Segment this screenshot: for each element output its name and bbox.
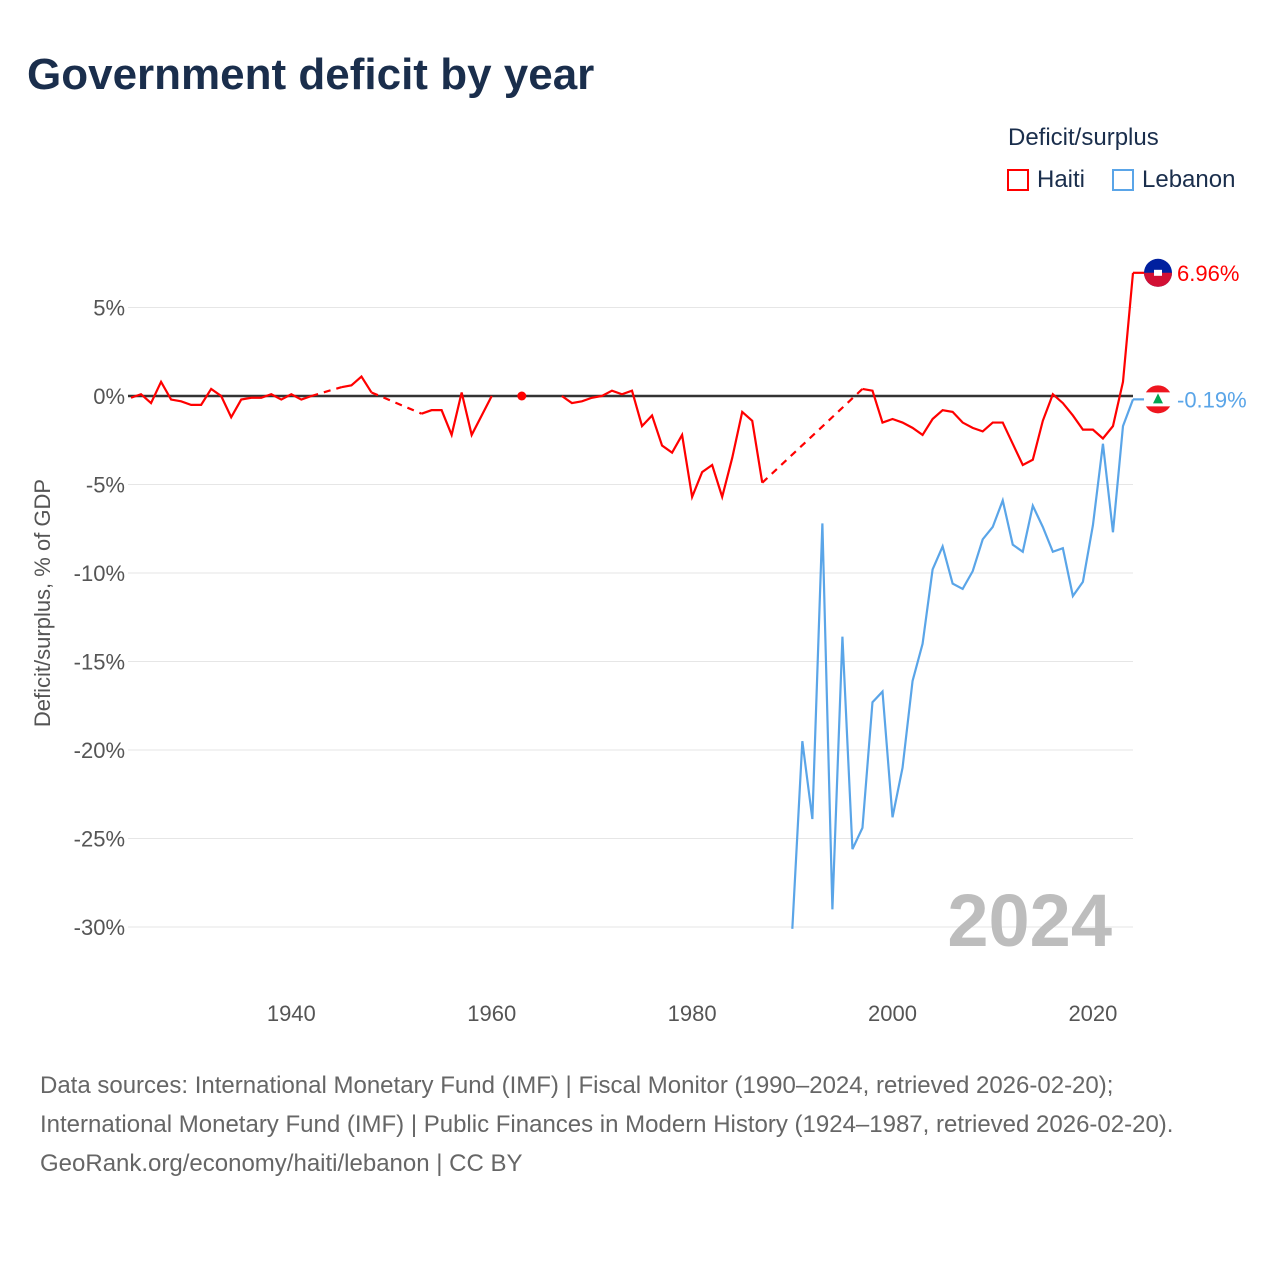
y-tick-label: -25% <box>74 827 125 852</box>
legend-title: Deficit/surplus <box>1008 124 1159 151</box>
x-tick-label: 1980 <box>668 1001 717 1026</box>
series-line-lebanon <box>791 398 1135 929</box>
end-label-haiti: 6.96% <box>1177 261 1239 286</box>
haiti-flag-emblem <box>1154 269 1162 276</box>
legend-item-haiti[interactable]: Haiti <box>1007 166 1085 194</box>
haiti-flag-red <box>1144 272 1172 287</box>
x-tick-label: 2000 <box>868 1001 917 1026</box>
y-tick-label: -5% <box>86 473 125 498</box>
end-label-lebanon: -0.19% <box>1177 387 1247 412</box>
y-tick-label: 0% <box>93 384 125 409</box>
legend-swatch-lebanon <box>1112 169 1134 191</box>
x-tick-label: 1940 <box>267 1001 316 1026</box>
x-tick-label: 2020 <box>1068 1001 1117 1026</box>
series-line-haiti <box>561 389 764 501</box>
series-gap-haiti <box>371 391 423 415</box>
legend-label-lebanon: Lebanon <box>1142 166 1236 193</box>
x-tick-label: 1960 <box>467 1001 516 1026</box>
series-line-haiti <box>421 392 493 439</box>
y-axis-label: Deficit/surplus, % of GDP <box>30 479 55 727</box>
y-tick-label: -20% <box>74 738 125 763</box>
footer: Data sources: International Monetary Fun… <box>40 1066 1240 1183</box>
legend-label-haiti: Haiti <box>1037 166 1086 193</box>
chart-title: Government deficit by year <box>27 50 595 99</box>
lebanon-flag-cedar <box>1153 393 1163 404</box>
series-line-haiti <box>130 379 312 420</box>
y-tick-label: 5% <box>93 296 125 321</box>
year-label: 2024 <box>947 879 1112 962</box>
series-gap-haiti <box>311 386 342 398</box>
series-line-haiti <box>862 272 1135 467</box>
series-gap-haiti <box>761 388 864 484</box>
y-tick-label: -30% <box>74 915 125 940</box>
legend-swatch-haiti <box>1007 169 1029 191</box>
credit-link[interactable]: GeoRank.org/economy/haiti/lebanon | CC B… <box>40 1150 523 1177</box>
legend-item-lebanon[interactable]: Lebanon <box>1112 166 1235 194</box>
chart-svg: 5% 0% -5% -10% -15% -20% -25% -30% 1940 1960 1980 2… <box>30 258 1247 1026</box>
y-tick-label: -10% <box>74 561 125 586</box>
y-tick-label: -15% <box>74 650 125 675</box>
series-line-haiti <box>341 374 373 394</box>
series-point-haiti-1963 <box>517 391 527 401</box>
data-sources: Data sources: International Monetary Fun… <box>40 1072 1174 1138</box>
